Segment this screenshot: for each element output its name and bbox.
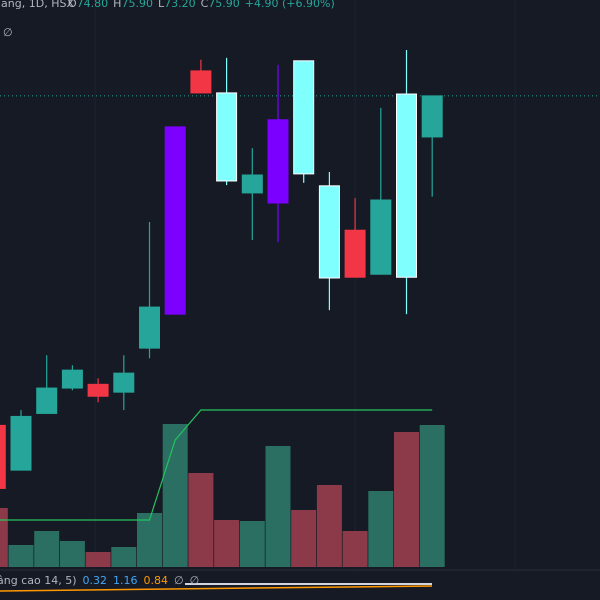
change: +4.90 (+6.90%) — [245, 0, 335, 10]
candle-body — [241, 174, 263, 194]
indicator-value: 1.16 — [113, 574, 138, 587]
volume-bar — [342, 531, 368, 567]
candle-body — [164, 126, 186, 315]
candle-body — [421, 95, 443, 138]
candle-body — [0, 424, 6, 489]
volume-bar — [59, 541, 85, 567]
indicator-value: ∅ — [190, 574, 200, 587]
volume-bar — [8, 545, 34, 567]
ohlc-value: 74.80 — [77, 0, 109, 10]
candle-body — [293, 60, 315, 175]
indicator-line — [0, 585, 433, 592]
candle-body — [190, 70, 212, 94]
indicator-name: âng cao 14, 5) — [0, 574, 77, 587]
ohlc-label: L — [158, 0, 165, 10]
indicator-legend: âng cao 14, 5) 0.32 1.16 0.84 ∅ ∅ — [0, 574, 199, 587]
indicator-value: 0.32 — [83, 574, 108, 587]
indicator-value: 0.84 — [144, 574, 169, 587]
legend-sub: ∅ — [3, 26, 13, 39]
volume-bar — [368, 491, 394, 567]
volume-bar — [394, 432, 419, 567]
indicator-value: ∅ — [174, 574, 184, 587]
symbol: iang, 1D, HSX — [0, 0, 74, 10]
candle-body — [10, 415, 32, 471]
volume-bar — [291, 510, 317, 567]
ohlc-value: 75.90 — [208, 0, 240, 10]
grid — [94, 0, 516, 600]
volume-bar — [0, 508, 8, 567]
candle-body — [36, 387, 58, 414]
candle-body — [370, 199, 392, 275]
volume-ma — [0, 409, 433, 521]
candle-body — [267, 119, 289, 204]
ohlc-legend: O74.80 H75.90 L73.20 C75.90 +4.90 (+6.90%) — [68, 0, 335, 10]
ohlc-value: 75.90 — [121, 0, 153, 10]
candle-body — [87, 383, 109, 397]
volume-bar — [162, 424, 188, 567]
candle-body — [318, 185, 340, 279]
ohlc-value: 73.20 — [164, 0, 196, 10]
volume-bar — [137, 513, 162, 567]
ohlc-label: C — [201, 0, 209, 10]
volume-bar — [316, 485, 342, 567]
candle-body — [113, 372, 135, 393]
ohlc-label: O — [68, 0, 77, 10]
volume-bar — [419, 425, 445, 567]
candle-body — [61, 369, 83, 389]
plot — [0, 50, 600, 567]
volume-bar — [34, 531, 60, 567]
ohlc-label: H — [113, 0, 121, 10]
candle-body — [344, 229, 366, 278]
volume-bar — [188, 473, 214, 567]
candle-body — [216, 92, 238, 182]
volume-bar — [214, 520, 240, 567]
volume-bar — [111, 547, 137, 567]
candle-body — [139, 306, 160, 349]
volume-bar — [85, 552, 111, 567]
volume-bar — [265, 446, 291, 567]
candle-body — [396, 93, 417, 278]
volume-bar — [239, 521, 265, 567]
